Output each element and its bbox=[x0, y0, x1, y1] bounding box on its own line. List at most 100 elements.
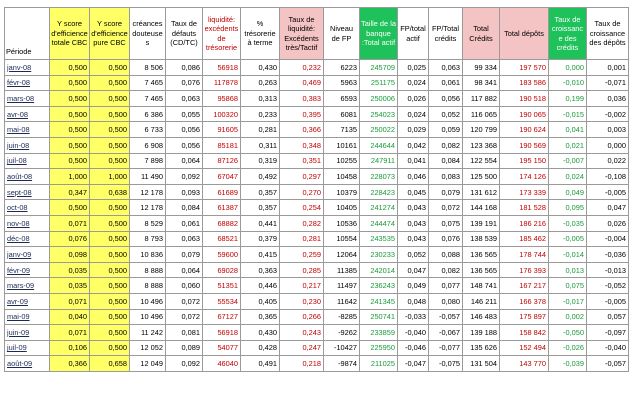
cell-taille-banque: 245709 bbox=[359, 59, 398, 76]
cell-total-depots: 176 393 bbox=[499, 261, 549, 279]
cell-taux-croissance-credits: -0,007 bbox=[548, 152, 587, 170]
cell-total-credits: 117 882 bbox=[462, 90, 500, 107]
column-header-defauts: Taux de défauts (CD/TC) bbox=[165, 7, 203, 60]
cell-fp-actif: 0,041 bbox=[397, 152, 429, 170]
column-header-y-pure: Y score d'efficience pure CBC bbox=[89, 7, 130, 60]
cell-taux-liquidite: 0,266 bbox=[279, 308, 324, 326]
cell-taille-banque: 228423 bbox=[359, 183, 398, 201]
cell-liquidite-excedents: 69028 bbox=[202, 261, 241, 279]
cell-creances: 6 386 bbox=[129, 105, 166, 123]
cell-y-total: 0,500 bbox=[49, 199, 90, 216]
cell-tresorerie-terme: 0,313 bbox=[240, 90, 280, 107]
cell-taux-croissance-credits: 0,095 bbox=[548, 199, 587, 216]
cell-total-depots: 186 216 bbox=[499, 214, 549, 232]
cell-fp-actif: 0,049 bbox=[397, 277, 429, 294]
column-header-total-credits: Total Crédits bbox=[462, 7, 500, 60]
cell-fp-actif: 0,045 bbox=[397, 183, 429, 201]
period-label: août-08 bbox=[7, 171, 33, 181]
cell-defauts: 0,072 bbox=[165, 308, 203, 326]
cell-taille-banque: 241345 bbox=[359, 292, 398, 310]
cell-taux-croissance-depots: 0,001 bbox=[586, 59, 629, 76]
period-label: janv-09 bbox=[7, 249, 32, 259]
cell-periode: avr-09 bbox=[4, 292, 50, 310]
cell-taille-banque: 230233 bbox=[359, 246, 398, 263]
cell-liquidite-excedents: 67047 bbox=[202, 168, 241, 185]
cell-creances: 12 052 bbox=[129, 339, 166, 357]
cell-fp-actif: 0,052 bbox=[397, 246, 429, 263]
cell-taux-liquidite: 0,348 bbox=[279, 136, 324, 154]
cell-creances: 12 178 bbox=[129, 183, 166, 201]
cell-periode: juin-09 bbox=[4, 324, 50, 341]
cell-liquidite-excedents: 59600 bbox=[202, 246, 241, 263]
cell-fp-actif: -0,033 bbox=[397, 308, 429, 326]
cell-total-credits: 125 500 bbox=[462, 168, 500, 185]
cell-periode: août-09 bbox=[4, 355, 50, 372]
cell-taille-banque: 247911 bbox=[359, 152, 398, 170]
cell-total-credits: 136 565 bbox=[462, 246, 500, 263]
cell-taux-liquidite: 0,259 bbox=[279, 246, 324, 263]
cell-defauts: 0,081 bbox=[165, 324, 203, 341]
cell-tresorerie-terme: 0,363 bbox=[240, 261, 280, 279]
cell-periode: févr-08 bbox=[4, 74, 50, 92]
cell-liquidite-excedents: 67127 bbox=[202, 308, 241, 326]
cell-fp-credits: 0,059 bbox=[428, 121, 463, 138]
cell-niveau-fp: -9874 bbox=[323, 355, 360, 372]
cell-taux-croissance-credits: -0,017 bbox=[548, 292, 587, 310]
cell-taux-liquidite: 0,232 bbox=[279, 59, 324, 76]
cell-total-depots: 167 217 bbox=[499, 277, 549, 294]
cell-periode: mars-09 bbox=[4, 277, 50, 294]
cell-creances: 11 490 bbox=[129, 168, 166, 185]
cell-niveau-fp: 6081 bbox=[323, 105, 360, 123]
cell-taux-croissance-credits: 0,013 bbox=[548, 261, 587, 279]
cell-taille-banque: 243535 bbox=[359, 230, 398, 248]
cell-y-total: 0,071 bbox=[49, 324, 90, 341]
cell-tresorerie-terme: 0,233 bbox=[240, 105, 280, 123]
cell-liquidite-excedents: 91605 bbox=[202, 121, 241, 138]
cell-liquidite-excedents: 55534 bbox=[202, 292, 241, 310]
cell-niveau-fp: 12064 bbox=[323, 246, 360, 263]
cell-total-credits: 146 211 bbox=[462, 292, 500, 310]
cell-fp-credits: -0,077 bbox=[428, 339, 463, 357]
cell-taux-liquidite: 0,351 bbox=[279, 152, 324, 170]
cell-total-depots: 152 494 bbox=[499, 339, 549, 357]
cell-defauts: 0,064 bbox=[165, 261, 203, 279]
cell-periode: déc-08 bbox=[4, 230, 50, 248]
cell-fp-actif: 0,024 bbox=[397, 74, 429, 92]
cell-y-total: 0,500 bbox=[49, 121, 90, 138]
cell-total-depots: 166 378 bbox=[499, 292, 549, 310]
column-header-taille-banque: Taille de la banque :Total actif bbox=[359, 7, 398, 60]
cell-y-total: 0,098 bbox=[49, 246, 90, 263]
cell-taux-liquidite: 0,230 bbox=[279, 292, 324, 310]
cell-defauts: 0,092 bbox=[165, 168, 203, 185]
period-label: nov-08 bbox=[7, 218, 30, 228]
cell-taille-banque: 244644 bbox=[359, 136, 398, 154]
cell-periode: janv-09 bbox=[4, 246, 50, 263]
cell-liquidite-excedents: 117878 bbox=[202, 74, 241, 92]
cell-liquidite-excedents: 51351 bbox=[202, 277, 241, 294]
cell-tresorerie-terme: 0,263 bbox=[240, 74, 280, 92]
cell-taux-croissance-credits: -0,014 bbox=[548, 246, 587, 263]
cell-fp-credits: 0,077 bbox=[428, 277, 463, 294]
column-header-tresorerie-terme: % trésorerie à terme bbox=[240, 7, 280, 60]
cell-taux-liquidite: 0,217 bbox=[279, 277, 324, 294]
cell-tresorerie-terme: 0,357 bbox=[240, 199, 280, 216]
column-header-fp-credits: FP/Total crédits bbox=[428, 7, 463, 60]
table-row: août-09 0,366 0,658 12 049 0,092 46040 0,491 0,… bbox=[4, 355, 629, 372]
cell-tresorerie-terme: 0,281 bbox=[240, 121, 280, 138]
table-row: mars-08 0,500 0,500 7 465 0,063 95868 0,313 0,3… bbox=[4, 90, 629, 107]
cell-fp-credits: 0,072 bbox=[428, 199, 463, 216]
cell-y-total: 0,500 bbox=[49, 74, 90, 92]
cell-creances: 8 888 bbox=[129, 277, 166, 294]
cell-creances: 10 496 bbox=[129, 292, 166, 310]
cell-y-pure: 0,500 bbox=[89, 74, 130, 92]
cell-fp-actif: 0,029 bbox=[397, 121, 429, 138]
cell-taux-liquidite: 0,383 bbox=[279, 90, 324, 107]
cell-y-pure: 0,500 bbox=[89, 230, 130, 248]
cell-fp-credits: 0,084 bbox=[428, 152, 463, 170]
cell-fp-credits: 0,082 bbox=[428, 261, 463, 279]
cell-creances: 6 908 bbox=[129, 136, 166, 154]
cell-niveau-fp: -8285 bbox=[323, 308, 360, 326]
cell-taux-croissance-credits: -0,010 bbox=[548, 74, 587, 92]
period-label: juin-08 bbox=[7, 140, 30, 150]
cell-total-depots: 197 570 bbox=[499, 59, 549, 76]
